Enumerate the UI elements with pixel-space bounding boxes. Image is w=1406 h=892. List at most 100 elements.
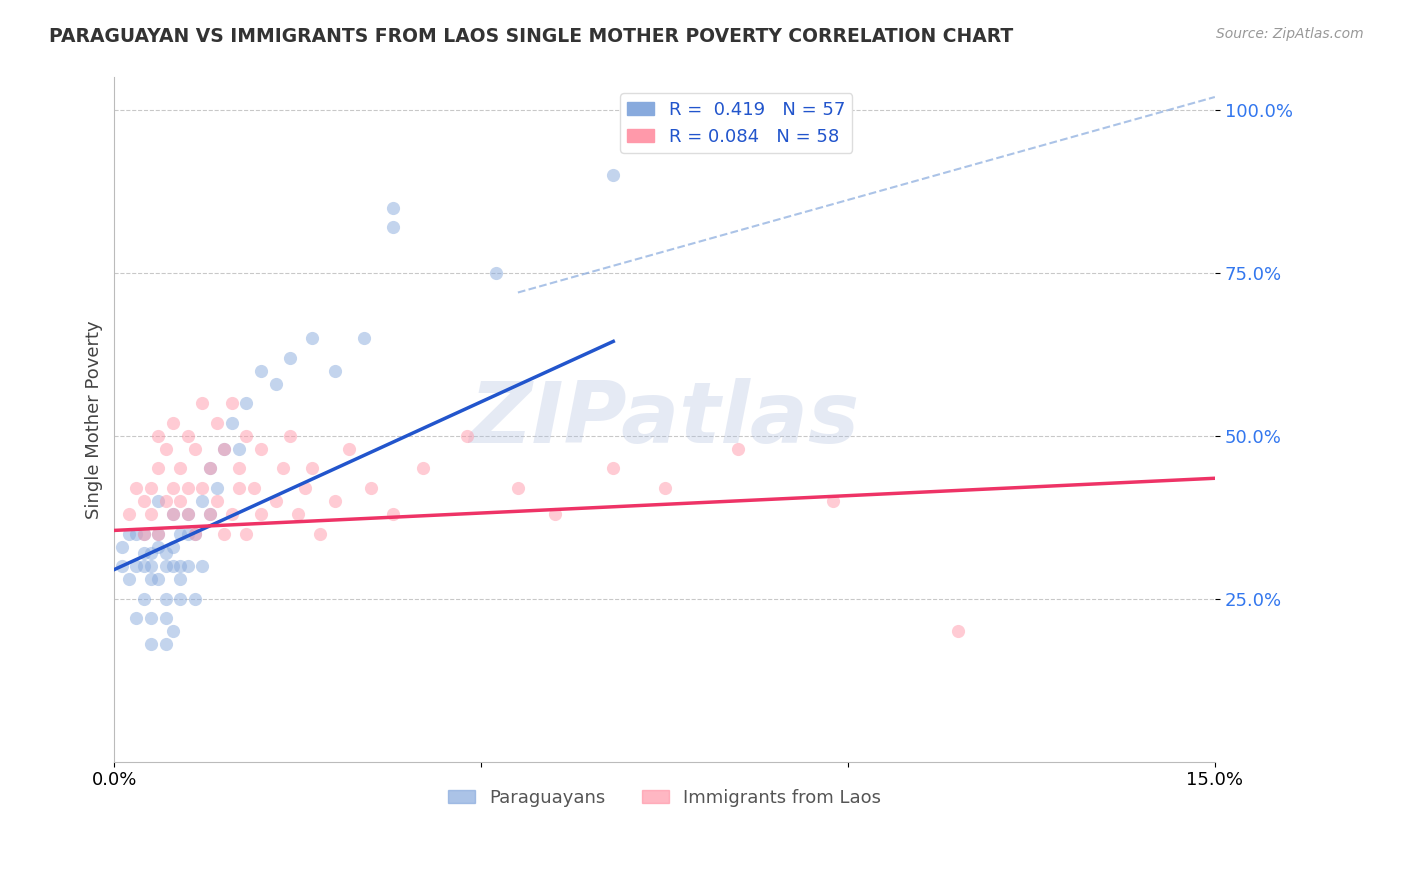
Point <box>412 461 434 475</box>
Point <box>139 637 162 651</box>
Point <box>382 201 405 215</box>
Point <box>148 572 170 586</box>
Point <box>148 494 170 508</box>
Point <box>125 526 148 541</box>
Point <box>235 429 257 443</box>
Point <box>162 507 184 521</box>
Point <box>177 559 200 574</box>
Point <box>155 546 177 560</box>
Legend: Paraguayans, Immigrants from Laos: Paraguayans, Immigrants from Laos <box>440 782 889 814</box>
Point <box>177 429 200 443</box>
Point <box>214 526 236 541</box>
Point <box>308 526 330 541</box>
Point <box>139 481 162 495</box>
Point <box>118 526 141 541</box>
Point <box>155 559 177 574</box>
Point <box>162 416 184 430</box>
Point <box>271 461 294 475</box>
Point <box>301 461 323 475</box>
Point <box>177 507 200 521</box>
Point <box>382 220 405 235</box>
Point <box>294 481 316 495</box>
Point <box>264 376 287 391</box>
Point <box>111 559 134 574</box>
Point <box>177 481 200 495</box>
Point <box>214 442 236 456</box>
Point <box>287 507 309 521</box>
Point <box>243 481 266 495</box>
Point <box>323 494 346 508</box>
Point <box>139 546 162 560</box>
Point <box>155 494 177 508</box>
Point <box>382 507 405 521</box>
Text: PARAGUAYAN VS IMMIGRANTS FROM LAOS SINGLE MOTHER POVERTY CORRELATION CHART: PARAGUAYAN VS IMMIGRANTS FROM LAOS SINGL… <box>49 27 1014 45</box>
Point <box>132 591 155 606</box>
Y-axis label: Single Mother Poverty: Single Mother Poverty <box>86 320 103 519</box>
Point <box>139 572 162 586</box>
Point <box>132 546 155 560</box>
Point <box>169 461 191 475</box>
Point <box>250 507 273 521</box>
Point <box>221 396 243 410</box>
Point <box>177 526 200 541</box>
Point <box>191 396 214 410</box>
Point <box>198 507 221 521</box>
Point <box>198 507 221 521</box>
Point <box>169 559 191 574</box>
Point <box>155 611 177 625</box>
Point <box>111 540 134 554</box>
Point <box>132 526 155 541</box>
Point <box>139 507 162 521</box>
Point <box>162 624 184 639</box>
Point <box>162 559 184 574</box>
Point <box>337 442 360 456</box>
Point <box>162 481 184 495</box>
Point <box>184 526 207 541</box>
Point <box>184 591 207 606</box>
Point <box>280 351 302 365</box>
Point <box>148 540 170 554</box>
Point <box>191 481 214 495</box>
Point <box>191 494 214 508</box>
Point <box>169 526 191 541</box>
Point <box>602 168 624 182</box>
Point <box>132 526 155 541</box>
Point <box>155 637 177 651</box>
Point <box>184 526 207 541</box>
Point <box>205 416 228 430</box>
Point <box>235 396 257 410</box>
Point <box>485 266 508 280</box>
Point <box>148 526 170 541</box>
Point <box>823 494 845 508</box>
Point <box>205 481 228 495</box>
Point <box>139 559 162 574</box>
Point <box>353 331 375 345</box>
Point <box>132 559 155 574</box>
Point <box>155 442 177 456</box>
Point <box>191 559 214 574</box>
Point <box>132 494 155 508</box>
Point <box>946 624 969 639</box>
Point <box>155 591 177 606</box>
Point <box>543 507 565 521</box>
Point <box>118 572 141 586</box>
Point <box>148 526 170 541</box>
Point <box>162 540 184 554</box>
Point <box>198 461 221 475</box>
Point <box>169 494 191 508</box>
Point <box>301 331 323 345</box>
Point <box>654 481 676 495</box>
Point <box>125 559 148 574</box>
Point <box>139 611 162 625</box>
Point <box>184 442 207 456</box>
Point <box>221 507 243 521</box>
Point <box>456 429 478 443</box>
Text: Source: ZipAtlas.com: Source: ZipAtlas.com <box>1216 27 1364 41</box>
Point <box>250 442 273 456</box>
Point <box>360 481 382 495</box>
Point <box>228 442 250 456</box>
Point <box>198 461 221 475</box>
Point <box>235 526 257 541</box>
Point <box>280 429 302 443</box>
Point <box>264 494 287 508</box>
